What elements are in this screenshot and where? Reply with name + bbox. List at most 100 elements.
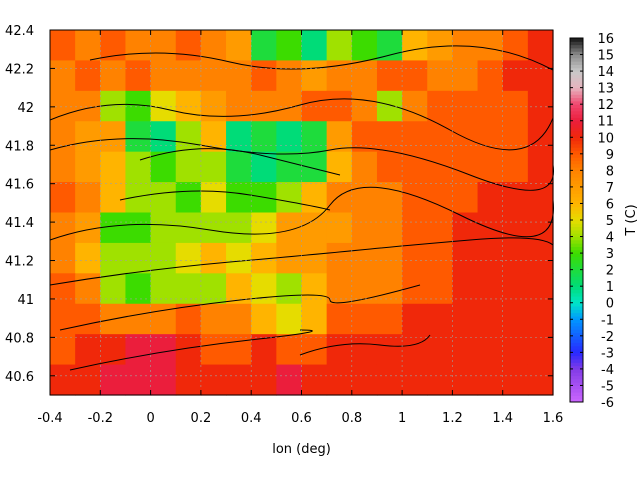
heatmap-cell xyxy=(100,273,127,305)
colorbar-segment xyxy=(570,120,583,125)
heatmap-cell xyxy=(301,60,328,92)
heatmap-cell xyxy=(527,151,554,183)
colorbar-segment xyxy=(570,368,583,373)
colorbar-segment xyxy=(570,90,583,95)
heatmap-cell xyxy=(351,60,378,92)
heatmap-cell xyxy=(125,60,152,92)
colorbar-segment xyxy=(570,309,583,314)
heatmap-cell xyxy=(427,182,453,214)
heatmap-cell xyxy=(502,60,529,92)
colorbar-tick-label: 7 xyxy=(606,181,614,196)
colorbar-tick-label: 9 xyxy=(606,148,614,163)
colorbar-segment xyxy=(570,358,583,363)
heatmap-cell xyxy=(276,364,303,396)
heatmap-cell xyxy=(326,273,353,305)
heatmap-cell xyxy=(125,30,152,62)
x-tick-label: 1.6 xyxy=(543,411,564,426)
heatmap-cell xyxy=(427,60,453,92)
colorbar-segment xyxy=(570,229,583,234)
heatmap-cell xyxy=(200,242,227,274)
heatmap-cell xyxy=(301,364,328,396)
heatmap-cell xyxy=(326,151,353,183)
heatmap-cell xyxy=(50,60,76,92)
colorbar-tick-label: 6 xyxy=(606,197,614,212)
colorbar-segment xyxy=(570,253,583,257)
colorbar-segment xyxy=(570,38,583,42)
colorbar-segment xyxy=(570,157,583,161)
colorbar-segment xyxy=(570,173,583,178)
colorbar-segment xyxy=(570,97,583,102)
colorbar-segment xyxy=(570,41,583,46)
heatmap-cell xyxy=(50,30,76,62)
colorbar-tick-label: -2 xyxy=(601,330,614,345)
heatmap-cell xyxy=(351,242,378,274)
heatmap-cell xyxy=(251,212,277,244)
heatmap-cell xyxy=(175,182,202,214)
colorbar-segment xyxy=(570,61,583,65)
heatmap-cell xyxy=(527,242,554,274)
heatmap-cell xyxy=(502,242,529,274)
heatmap-cell xyxy=(100,121,127,153)
heatmap-cell xyxy=(226,90,252,122)
heatmap-cell xyxy=(351,334,378,366)
heatmap-cell xyxy=(251,151,277,183)
heatmap-cell xyxy=(376,212,403,244)
heatmap-cell xyxy=(351,90,378,122)
heatmap-cell xyxy=(150,364,177,396)
colorbar-segment xyxy=(570,170,583,175)
colorbar-segment xyxy=(570,150,583,155)
contour-line xyxy=(49,186,554,241)
heatmap-cell xyxy=(326,30,353,62)
colorbar-segment xyxy=(570,226,583,231)
heatmap-cell xyxy=(376,151,403,183)
heatmap-cell xyxy=(301,242,328,274)
heatmap-cell xyxy=(276,273,303,305)
colorbar-segment xyxy=(570,345,583,350)
colorbar-segment xyxy=(570,140,583,145)
heatmap-cell xyxy=(326,90,353,122)
colorbar-segment xyxy=(570,315,583,320)
heatmap-cell xyxy=(477,334,504,366)
colorbar-segment xyxy=(570,272,583,277)
contour-line xyxy=(299,334,431,356)
colorbar-tick-label: 0 xyxy=(606,297,614,312)
heatmap-cell xyxy=(200,334,227,366)
colorbar-tick-label: 16 xyxy=(597,32,614,47)
heatmap-cell xyxy=(226,364,252,396)
colorbar-segment xyxy=(570,236,583,241)
heatmap-cell xyxy=(427,242,453,274)
colorbar-segment xyxy=(570,64,583,69)
colorbar-segment xyxy=(570,127,583,132)
heatmap-cell xyxy=(376,121,403,153)
heatmap-cell xyxy=(150,30,177,62)
x-tick-label: -0.2 xyxy=(88,411,113,426)
colorbar-segment xyxy=(570,186,583,191)
colorbar-segment xyxy=(570,279,583,284)
colorbar-segment xyxy=(570,349,583,353)
heatmap-cell xyxy=(351,121,378,153)
heatmap-cell xyxy=(175,90,202,122)
x-tick-label: -0.4 xyxy=(37,411,62,426)
heatmap-cell xyxy=(376,303,403,335)
heatmap-cell xyxy=(326,212,353,244)
colorbar-segment xyxy=(570,365,583,370)
heatmap-cell xyxy=(527,334,554,366)
heatmap-cell xyxy=(452,182,479,214)
heatmap-cell xyxy=(150,273,177,305)
heatmap-cell xyxy=(276,60,303,92)
colorbar-segment xyxy=(570,117,583,122)
colorbar-segment xyxy=(570,223,583,228)
heatmap-cell xyxy=(376,30,403,62)
heatmap-cell xyxy=(50,182,76,214)
colorbar-tick-label: -6 xyxy=(601,396,614,411)
colorbar-segment xyxy=(570,256,583,261)
colorbar-segment xyxy=(570,104,583,108)
colorbar-segment xyxy=(570,233,583,238)
colorbar-segment xyxy=(570,352,583,357)
y-tick-label: 41 xyxy=(17,293,34,308)
heatmap-cell xyxy=(100,364,127,396)
heatmap-cell xyxy=(376,364,403,396)
colorbar-segment xyxy=(570,206,583,211)
heatmap-cell xyxy=(527,30,554,62)
colorbar-tick-label: 10 xyxy=(597,131,614,146)
